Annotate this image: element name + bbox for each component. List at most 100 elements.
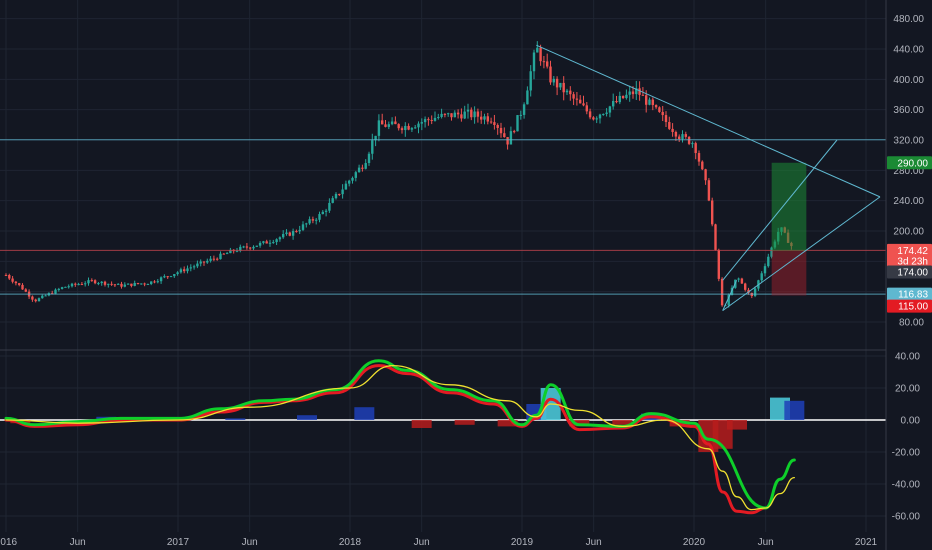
candle-up: [298, 229, 301, 232]
candle-down: [21, 284, 24, 290]
candle-up: [387, 124, 390, 127]
candle-down: [427, 119, 430, 121]
candle-up: [628, 91, 631, 95]
time-tick-label: Jun: [758, 537, 774, 548]
candle-up: [70, 283, 74, 287]
candle-up: [285, 232, 288, 235]
candle-up: [133, 282, 136, 286]
candle-down: [569, 90, 572, 95]
time-tick-label: 2019: [511, 537, 534, 548]
candle-up: [173, 274, 176, 277]
candle-up: [367, 153, 371, 164]
candle-up: [536, 47, 539, 53]
candle-down: [443, 113, 447, 115]
candle-down: [143, 283, 146, 285]
candle-down: [664, 115, 668, 123]
candle-down: [31, 296, 34, 300]
candle-up: [473, 111, 476, 118]
price-tick-label: 80.00: [899, 318, 924, 329]
candle-up: [437, 116, 440, 118]
candle-down: [136, 282, 140, 284]
candle-up: [64, 286, 67, 288]
candle-up: [308, 219, 311, 224]
candle-down: [631, 91, 635, 95]
price-panel: [0, 41, 886, 312]
candle-up: [84, 283, 87, 285]
price-label-box: [887, 287, 932, 301]
price-label-box: [887, 243, 932, 257]
candle-up: [176, 272, 179, 275]
candle-up: [77, 284, 80, 286]
candle-down: [8, 275, 11, 279]
candle-down: [476, 111, 480, 117]
position-loss-zone: [771, 250, 807, 296]
candle-up: [605, 112, 608, 114]
candle-up: [565, 90, 569, 93]
candle-up: [608, 106, 612, 113]
candle-up: [371, 140, 374, 154]
candle-up: [453, 112, 456, 118]
price-tick-label: 320.00: [893, 136, 924, 147]
candle-down: [202, 261, 206, 263]
candle-up: [354, 172, 357, 178]
candle-down: [539, 47, 542, 62]
candle-down: [80, 284, 84, 286]
candle-down: [470, 109, 473, 118]
candle-down: [394, 121, 397, 125]
time-tick-label: Jun: [414, 537, 430, 548]
candle-up: [763, 266, 767, 274]
candle-down: [678, 136, 681, 139]
candle-up: [466, 109, 470, 112]
candle-down: [582, 103, 585, 106]
candle-down: [183, 269, 186, 272]
trendline: [722, 139, 838, 281]
candle-down: [513, 131, 516, 133]
candle-up: [625, 94, 628, 99]
candle-up: [681, 134, 684, 139]
candle-down: [615, 101, 618, 103]
candle-down: [575, 98, 579, 100]
candle-up: [509, 131, 513, 145]
candle-down: [486, 116, 489, 122]
candle-down: [24, 289, 27, 292]
candle-up: [648, 99, 651, 105]
histogram-bar: [225, 418, 246, 420]
time-tick-label: 2020: [683, 537, 706, 548]
candle-down: [18, 283, 21, 285]
candle-down: [720, 278, 724, 306]
candle-down: [222, 253, 225, 255]
candle-down: [493, 122, 496, 126]
candle-down: [245, 246, 249, 248]
candle-up: [262, 241, 265, 243]
candle-down: [654, 105, 658, 108]
price-label-text: 174.42: [897, 246, 928, 257]
price-label-text: 174.00: [897, 267, 928, 278]
candle-down: [338, 193, 341, 195]
candle-down: [717, 249, 720, 279]
candle-up: [318, 214, 321, 220]
candle-up: [268, 242, 272, 244]
oscillator-tick-label: -20.00: [892, 448, 921, 459]
candle-up: [37, 298, 41, 302]
time-tick-label: Jun: [242, 537, 258, 548]
candle-up: [423, 119, 427, 123]
candle-down: [11, 278, 14, 282]
candle-down: [740, 278, 744, 284]
time-tick-label: Jun: [586, 537, 602, 548]
candle-down: [456, 112, 460, 115]
candle-down: [34, 299, 37, 302]
oscillator-line: [5, 364, 795, 511]
price-tick-label: 440.00: [893, 45, 924, 56]
candle-up: [282, 234, 285, 238]
price-label-text: 290.00: [897, 158, 928, 169]
candle-up: [87, 280, 90, 284]
candle-up: [321, 211, 324, 215]
candle-up: [760, 273, 763, 281]
candle-up: [612, 101, 615, 107]
candle-up: [291, 231, 295, 236]
price-label-box: [887, 299, 932, 313]
candle-down: [397, 124, 400, 129]
candle-down: [555, 78, 559, 88]
candle-up: [559, 82, 562, 88]
